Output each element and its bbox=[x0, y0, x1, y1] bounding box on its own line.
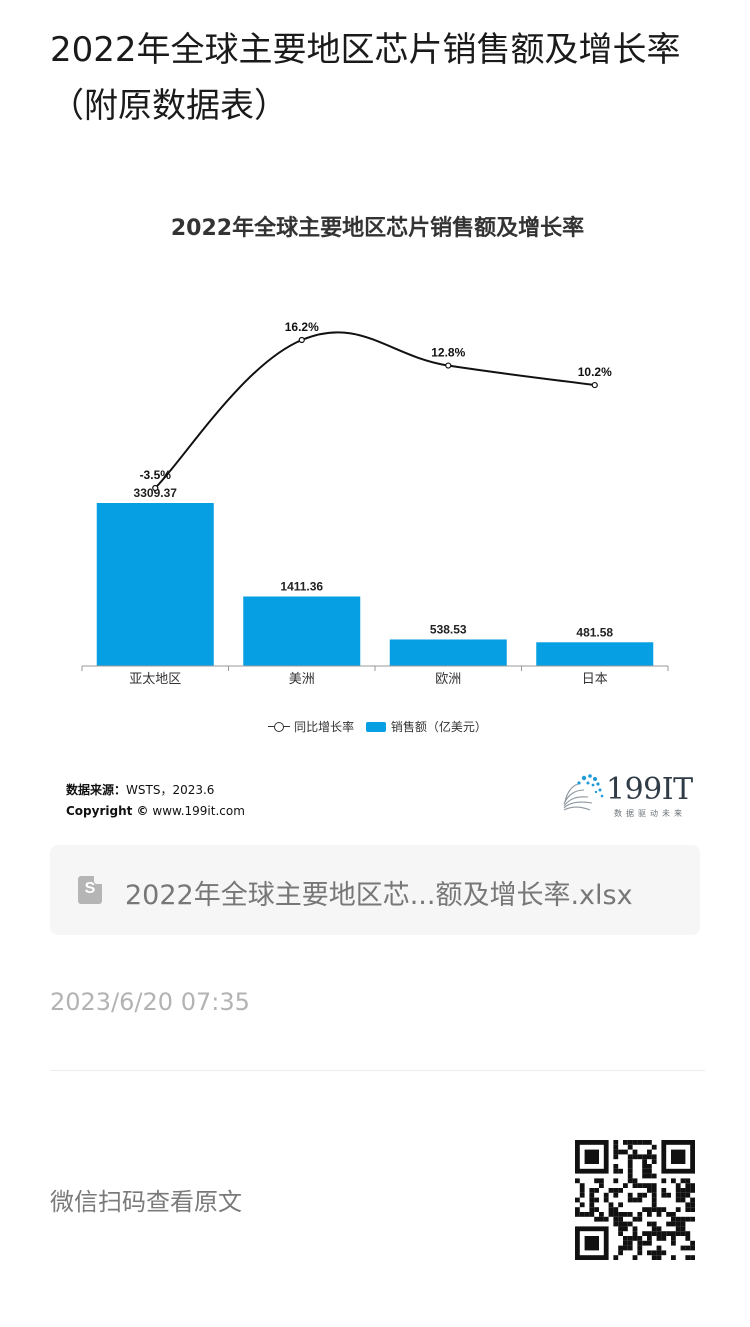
chart-legend: 同比增长率 销售额（亿美元） bbox=[50, 718, 705, 735]
brand-logo: 199IT 数据驱动未来 bbox=[558, 770, 698, 820]
x-tick-label-1: 美洲 bbox=[289, 671, 315, 686]
attachment-file[interactable]: S 2022年全球主要地区芯...额及增长率.xlsx bbox=[50, 845, 700, 935]
copyright-site: www.199it.com bbox=[152, 804, 245, 818]
brand-tagline: 数据驱动未来 bbox=[614, 809, 686, 818]
spreadsheet-file-icon: S bbox=[78, 876, 102, 904]
qr-hint-text: 微信扫码查看原文 bbox=[50, 1188, 242, 1216]
brand-name: 199IT bbox=[606, 772, 693, 807]
growth-label-1: 16.2% bbox=[285, 320, 319, 334]
bar-3 bbox=[536, 642, 654, 666]
chart-image[interactable]: 3309.37 亚太地区 1411.36 美洲 538.53 欧洲 481.58 日本 -3.5… bbox=[50, 190, 705, 830]
legend-label-growth: 同比增长率 bbox=[294, 720, 355, 734]
publish-timestamp: 2023/6/20 07:35 bbox=[50, 988, 250, 1016]
x-tick-label-2: 欧洲 bbox=[435, 671, 461, 686]
chart-svg: 3309.37 亚太地区 1411.36 美洲 538.53 欧洲 481.58 日本 -3.5… bbox=[81, 320, 669, 686]
growth-point-2 bbox=[445, 362, 452, 369]
growth-label-0: -3.5% bbox=[140, 468, 172, 482]
growth-line bbox=[154, 331, 595, 489]
qr-code-icon[interactable] bbox=[575, 1140, 695, 1260]
growth-point-0 bbox=[152, 484, 159, 492]
legend-label-sales: 销售额（亿美元） bbox=[390, 720, 487, 734]
bar-label-2: 538.53 bbox=[430, 622, 467, 636]
growth-label-3: 10.2% bbox=[578, 365, 612, 379]
growth-point-1 bbox=[298, 336, 305, 344]
copyright-label: Copyright © bbox=[66, 804, 149, 818]
bar-swatch-icon bbox=[365, 721, 386, 732]
legend-item-sales: 销售额（亿美元） bbox=[365, 718, 487, 735]
legend-item-growth: 同比增长率 bbox=[268, 718, 354, 735]
bar-1 bbox=[243, 596, 361, 666]
attachment-file-name[interactable]: 2022年全球主要地区芯...额及增长率.xlsx bbox=[125, 880, 633, 911]
source-block: 数据来源：WSTS，2023.6 Copyright © www.199it.c… bbox=[66, 780, 245, 822]
article-title: 2022年全球主要地区芯片销售额及增长率（附原数据表） bbox=[50, 30, 681, 126]
divider bbox=[50, 1070, 705, 1071]
x-tick-label-3: 日本 bbox=[582, 671, 608, 686]
bar-label-1: 1411.36 bbox=[280, 579, 323, 593]
bar-label-3: 481.58 bbox=[576, 625, 613, 639]
line-marker-icon bbox=[268, 721, 291, 732]
bar-2 bbox=[389, 639, 507, 666]
growth-label-2: 12.8% bbox=[431, 346, 465, 360]
bar-label-0: 3309.37 bbox=[134, 486, 178, 500]
x-tick-label-0: 亚太地区 bbox=[129, 671, 181, 686]
bar-0 bbox=[96, 503, 214, 666]
source-text: WSTS，2023.6 bbox=[126, 783, 215, 797]
dandelion-logo-icon bbox=[563, 774, 604, 811]
growth-point-3 bbox=[591, 381, 598, 389]
chart-title: 2022年全球主要地区芯片销售额及增长率 bbox=[170, 216, 585, 241]
source-label: 数据来源： bbox=[66, 783, 127, 797]
